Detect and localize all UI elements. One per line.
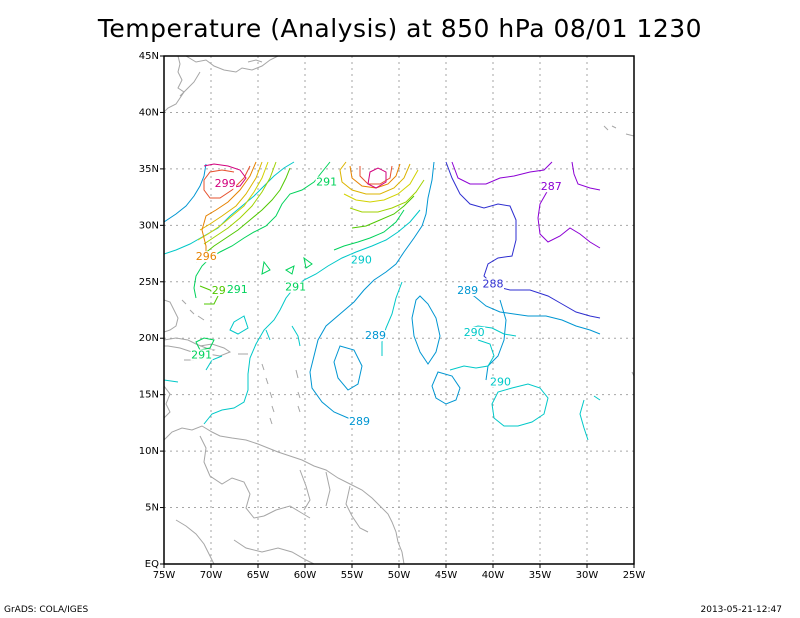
x-tick-label: 70W <box>200 570 223 581</box>
contour-label: 290 <box>351 254 372 267</box>
map-gridlines <box>164 56 634 564</box>
y-tick-label: 40N <box>139 107 159 118</box>
x-axis-ticks: 75W 70W 65W 60W 55W 50W 45W 40W 35W 30W 25W <box>153 564 646 581</box>
coastlines <box>164 56 634 564</box>
y-axis-ticks: EQ 5N 10N 15N 20N 25N 30N 35N 40N 45N <box>139 51 164 570</box>
y-tick-label: 15N <box>139 390 159 401</box>
contour-label: 291 <box>285 281 306 294</box>
map-title: Temperature (Analysis) at 850 hPa 08/01 … <box>97 14 703 43</box>
contour-label: 289 <box>457 284 478 297</box>
contour-label: 291 <box>227 283 248 296</box>
y-tick-label: 20N <box>139 333 159 344</box>
x-tick-label: 55W <box>341 570 364 581</box>
contour-label: 296 <box>196 250 217 263</box>
x-tick-label: 40W <box>482 570 505 581</box>
x-tick-label: 60W <box>294 570 317 581</box>
y-tick-label: 30N <box>139 220 159 231</box>
contour-label: 291 <box>316 176 337 189</box>
contour-label: 290 <box>490 376 511 389</box>
contour-label: 289 <box>365 329 386 342</box>
temperature-contours <box>164 161 601 441</box>
y-tick-label: EQ <box>145 559 159 570</box>
contour-label: 287 <box>541 180 562 193</box>
footer-credit: GrADS: COLA/IGES <box>4 605 89 615</box>
x-tick-label: 35W <box>529 570 552 581</box>
x-tick-label: 75W <box>153 570 176 581</box>
contour-label: 289 <box>349 415 370 428</box>
y-tick-label: 45N <box>139 51 159 62</box>
x-tick-label: 45W <box>435 570 458 581</box>
x-tick-label: 30W <box>576 570 599 581</box>
x-tick-label: 65W <box>247 570 270 581</box>
contour-label: 299 <box>215 177 236 190</box>
y-tick-label: 35N <box>139 164 159 175</box>
contour-label: 290 <box>464 326 485 339</box>
contour-label: 291 <box>191 348 212 361</box>
y-tick-label: 5N <box>145 503 159 514</box>
x-tick-label: 25W <box>623 570 646 581</box>
y-tick-label: 10N <box>139 446 159 457</box>
y-tick-label: 25N <box>139 277 159 288</box>
contour-label: 288 <box>483 277 504 290</box>
footer-timestamp: 2013-05-21-12:47 <box>700 605 783 615</box>
x-tick-label: 50W <box>388 570 411 581</box>
